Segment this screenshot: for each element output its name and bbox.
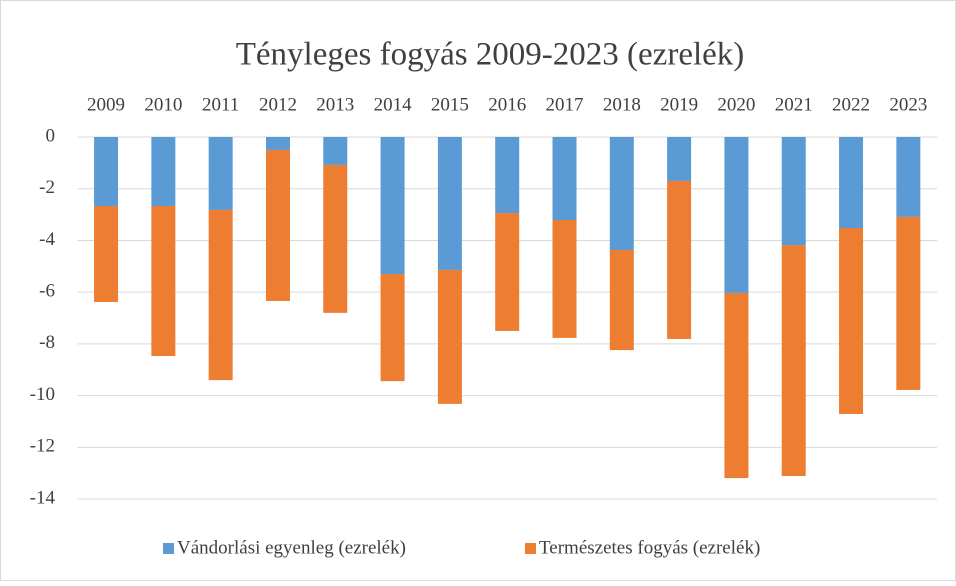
legend-swatch <box>163 543 174 554</box>
bar-segment <box>724 292 749 479</box>
x-tick-label: 2014 <box>374 94 413 115</box>
bar-segment <box>208 209 233 381</box>
bar-segment <box>94 206 119 302</box>
bar-segment <box>265 137 290 150</box>
y-tick-label: -2 <box>39 177 55 198</box>
bar-segment <box>839 137 864 229</box>
y-tick-label: -8 <box>39 332 55 353</box>
bar-segment <box>265 149 290 301</box>
y-tick-label: -12 <box>30 436 55 457</box>
bar-segment <box>781 137 806 246</box>
x-tick-label: 2010 <box>144 94 182 115</box>
bar-segment <box>609 250 634 351</box>
bar-segment <box>609 137 634 251</box>
bar-segment <box>380 137 405 275</box>
x-tick-label: 2018 <box>603 94 641 115</box>
bar-segment <box>724 137 749 293</box>
x-tick-label: 2022 <box>832 94 870 115</box>
bar-segment <box>667 137 692 181</box>
x-tick-label: 2009 <box>87 94 125 115</box>
bar-segment <box>781 245 806 477</box>
bar-segment <box>437 269 462 404</box>
bar-segment <box>437 137 462 270</box>
bar-segment <box>495 137 520 214</box>
bar-segment <box>495 213 520 331</box>
bar-segment <box>208 137 233 210</box>
legend-label: Vándorlási egyenleg (ezrelék) <box>177 537 406 558</box>
bar-segment <box>323 137 348 165</box>
x-tick-label: 2020 <box>717 94 755 115</box>
y-tick-label: -4 <box>39 229 55 250</box>
y-tick-label: 0 <box>46 125 56 146</box>
x-tick-label: 2023 <box>889 94 927 115</box>
x-tick-label: 2011 <box>202 94 239 115</box>
x-tick-label: 2013 <box>316 94 354 115</box>
x-tick-label: 2017 <box>546 94 584 115</box>
x-tick-label: 2019 <box>660 94 698 115</box>
legend-swatch <box>525 543 536 554</box>
chart-title: Tényleges fogyás 2009-2023 (ezrelék) <box>236 37 745 73</box>
bar-segment <box>896 137 921 217</box>
bar-segment <box>839 228 864 414</box>
bar-segment <box>552 137 577 221</box>
y-tick-label: -6 <box>39 281 55 302</box>
bar-segment <box>151 206 176 357</box>
x-tick-label: 2015 <box>431 94 469 115</box>
legend-label: Természetes fogyás (ezrelék) <box>539 537 760 558</box>
bar-segment <box>380 274 405 382</box>
x-tick-label: 2021 <box>775 94 813 115</box>
bar-segment <box>896 216 921 390</box>
bar-segment <box>323 164 348 313</box>
bar-segment <box>94 137 119 207</box>
x-tick-label: 2012 <box>259 94 297 115</box>
x-tick-label: 2016 <box>488 94 526 115</box>
bar-segment <box>151 137 176 207</box>
bar-segment <box>667 180 692 339</box>
y-tick-label: -10 <box>30 384 55 405</box>
y-tick-label: -14 <box>30 487 56 508</box>
bar-segment <box>552 220 577 338</box>
